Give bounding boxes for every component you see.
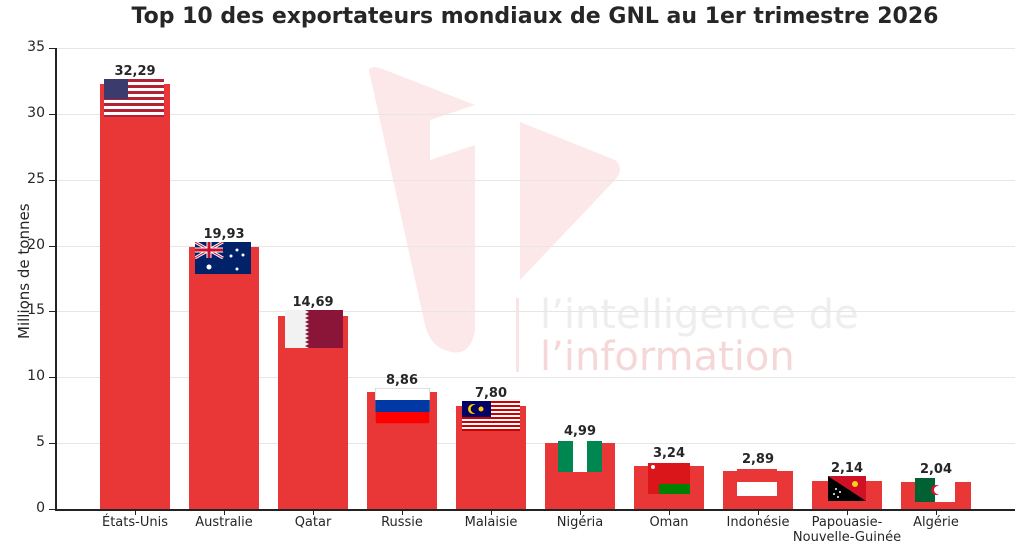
flag-indonesia-icon [737, 469, 777, 496]
watermark-text-line2: l’information [540, 334, 795, 380]
y-tick-label: 35 [27, 39, 45, 55]
value-label: 3,24 [652, 446, 686, 461]
flag-papua-new-guinea-icon [828, 476, 866, 501]
flag-russia-icon [375, 388, 430, 424]
flag-usa-icon [104, 79, 164, 117]
x-tick-label: Algérie [913, 515, 959, 530]
y-tick-label: 20 [27, 237, 45, 253]
chart-title: Top 10 des exportateurs mondiaux de GNL … [131, 4, 939, 29]
value-label: 2,14 [830, 461, 864, 476]
value-label: 4,99 [563, 424, 597, 439]
bar-qatar [278, 316, 348, 509]
x-tick-label: Qatar [294, 515, 332, 530]
y-tick-label: 15 [27, 302, 45, 318]
flag-oman-icon [648, 463, 690, 494]
plot-area [55, 48, 1015, 509]
x-tick-label: Malaisie [464, 515, 518, 530]
flag-algeria-icon [915, 478, 955, 502]
y-tick-label: 5 [36, 434, 45, 450]
bar-australie [189, 247, 259, 509]
value-label: 19,93 [203, 227, 245, 242]
value-label: 2,89 [741, 452, 775, 467]
x-tick-label: États-Unis [102, 515, 168, 530]
y-tick-label: 30 [27, 105, 45, 121]
x-tick-label: Russie [381, 515, 423, 530]
x-tick-label: Australie [195, 515, 253, 530]
x-tick-label: Papouasie- Nouvelle-Guinée [792, 515, 902, 545]
flag-nigeria-icon [558, 441, 602, 472]
y-tick-label: 10 [27, 368, 45, 384]
y-tick-label: 0 [36, 500, 45, 516]
value-label: 14,69 [292, 295, 334, 310]
x-axis-line [55, 509, 1015, 511]
value-label: 8,86 [385, 373, 419, 388]
flag-malaysia-icon [462, 401, 520, 431]
watermark-text-line1: l’intelligence de [540, 292, 859, 338]
x-tick-label: Indonésie [726, 515, 790, 530]
flag-australia-icon [195, 242, 251, 274]
value-label: 2,04 [919, 462, 953, 477]
y-axis-line [55, 48, 57, 510]
value-label: 7,80 [474, 386, 508, 401]
bar-etats-unis [100, 84, 170, 509]
flag-qatar-icon [285, 310, 343, 348]
x-tick-label: Oman [649, 515, 689, 530]
x-tick-label: Nigéria [556, 515, 604, 530]
y-tick-label: 25 [27, 171, 45, 187]
value-label: 32,29 [114, 64, 156, 79]
